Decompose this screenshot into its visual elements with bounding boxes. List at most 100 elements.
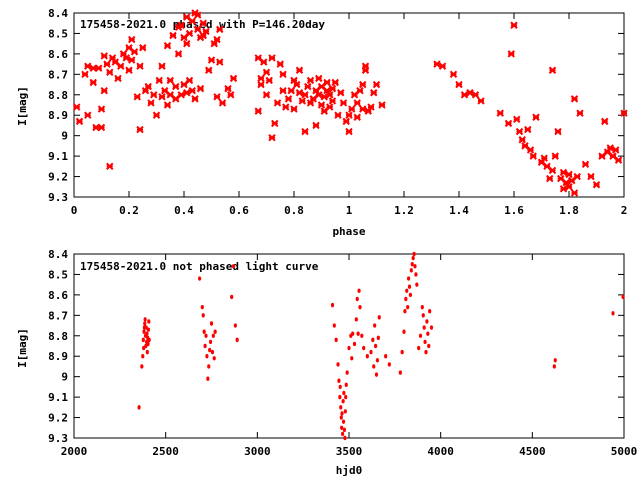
phased-light-curve-panel: 175458-2021.0 phased with P=146.20day I[… [16,7,628,238]
raw-data-point [341,419,346,424]
phased-data-point [551,152,559,160]
raw-data-point [373,323,377,328]
phased-data-point [433,60,441,68]
phased-data-point [287,86,295,95]
raw-data-point [373,343,378,349]
phased-data-point [576,109,584,117]
raw-data-point [340,411,344,416]
phased-data-point [565,170,573,179]
phased-data-point [194,25,202,34]
phased-data-point [194,11,202,19]
raw-data-point [365,354,369,359]
raw-data-point [358,304,362,310]
phased-data-point [554,127,562,136]
raw-data-point [146,327,151,332]
phased-data-point [185,29,194,38]
phased-data-point [216,58,224,66]
raw-data-point [372,364,376,369]
phased-data-point [84,111,92,119]
phased-data-point [254,107,262,115]
phased-data-point [136,125,144,134]
phased-data-point [271,119,279,128]
raw-data-point [406,304,410,310]
raw-data-point [356,331,360,336]
phased-data-point [177,91,185,99]
raw-data-point [147,337,151,343]
phased-data-point [378,101,386,109]
phased-data-point [606,144,614,152]
phased-data-point [207,56,216,64]
raw-data-point [409,268,413,273]
phased-data-point [273,99,282,107]
phased-data-point [133,93,141,101]
phased-data-point [326,91,334,99]
raw-data-point [342,427,347,433]
phased-data-point [295,66,304,74]
phased-data-point [202,27,210,36]
phased-data-point [573,172,581,181]
phased-data-point [328,97,337,105]
raw-data-point [340,425,344,430]
phased-data-point [455,80,463,89]
phased-y-tick-label: 9.2 [48,171,68,184]
phased-data-point [169,31,177,40]
phased-data-point [106,162,114,171]
raw-data-point [334,337,338,343]
raw-data-point [332,323,336,328]
raw-data-point [141,337,145,343]
phased-data-point [301,127,309,136]
phased-data-point [339,99,348,107]
phased-data-point [532,113,540,121]
phased-data-point [524,125,532,134]
raw-plot-title: 175458-2021.0 not phased light curve [80,260,319,273]
raw-y-tick-label: 9.2 [48,412,68,425]
raw-y-tick-label: 8.9 [48,350,68,363]
phased-data-point [103,60,111,68]
raw-data-point [350,356,354,361]
phased-data-point [614,156,623,164]
phased-data-point [620,109,628,117]
phased-data-point [73,103,81,111]
phased-data-point [100,86,108,95]
raw-data-point [143,317,147,322]
phased-data-point [565,183,573,191]
phased-y-tick-label: 9.3 [48,191,68,204]
raw-data-point [336,362,340,367]
phased-data-point [100,52,108,60]
phased-data-point [172,82,180,91]
phased-data-point [205,66,213,74]
raw-data-point [340,431,345,437]
phased-data-point [449,70,458,79]
phased-data-point [128,35,136,44]
raw-data-point [423,339,427,345]
phased-data-point [518,136,526,144]
phased-data-point [328,84,337,93]
raw-data-point [338,384,342,390]
raw-data-point [203,343,207,349]
phased-data-point [166,76,174,85]
phased-data-point [185,76,194,85]
phased-data-point [356,86,364,95]
phased-y-tick-label: 8.4 [48,7,68,20]
phased-data-point [507,50,515,58]
phased-data-point [320,93,328,101]
raw-data-point [426,331,430,336]
raw-y-tick-label: 8.4 [48,248,68,261]
raw-y-tick-label: 8.7 [48,309,68,322]
phased-data-point [139,44,147,52]
phased-data-point [612,146,620,154]
raw-data-point [339,415,343,420]
phased-x-tick-label: 1.4 [449,204,469,217]
raw-data-point [552,364,556,369]
raw-y-tick-label: 8.8 [48,330,68,343]
raw-data-point [230,294,234,300]
phased-data-point [268,134,276,142]
phased-data-point [282,103,290,111]
phased-data-point [257,74,265,83]
phased-data-point [183,39,191,48]
phased-data-point [510,21,518,29]
raw-data-point [375,358,380,363]
raw-data-point [360,333,364,338]
phased-y-tick-label: 8.6 [48,48,68,61]
